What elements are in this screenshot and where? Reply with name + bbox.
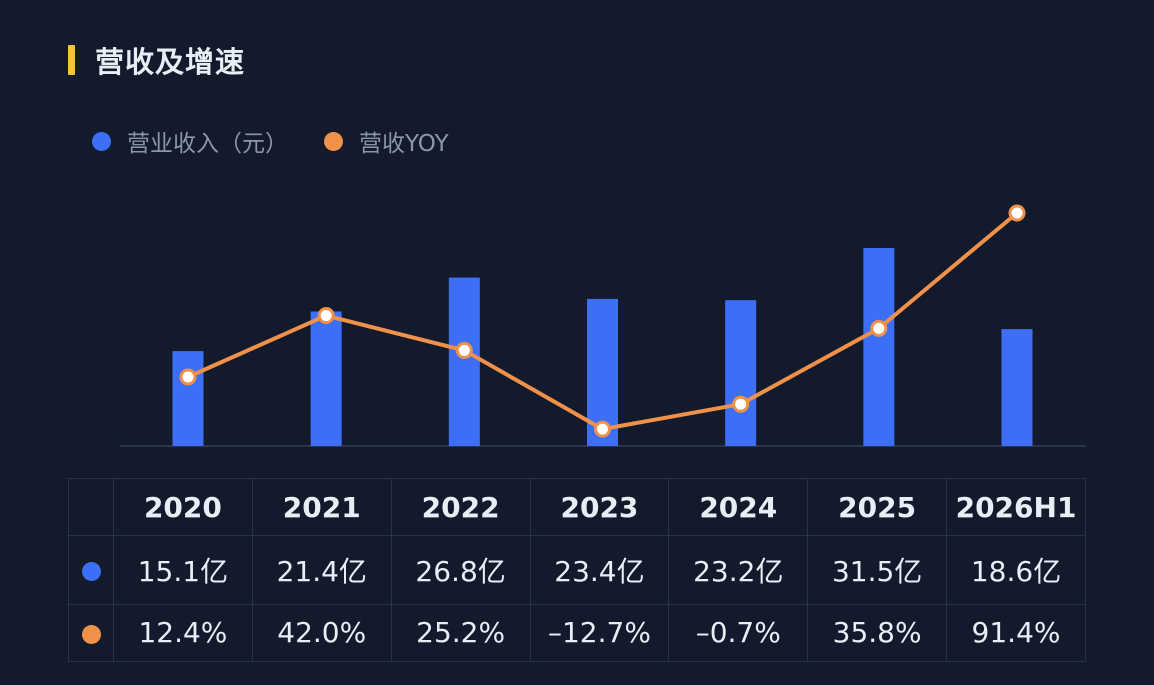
yoy-point xyxy=(594,420,611,438)
table-revenue-cell: 18.6亿 xyxy=(946,535,1086,605)
legend-dot-yoy xyxy=(324,131,343,151)
table-row-revenue: 15.1亿 21.4亿 26.8亿 23.4亿 23.2亿 31.5亿 18.6… xyxy=(68,535,1086,605)
table-year-cell: 2020 xyxy=(113,477,253,537)
yoy-point xyxy=(455,341,473,359)
table-year-cell: 2024 xyxy=(668,477,809,537)
revenue-bar xyxy=(310,311,342,446)
yoy-point xyxy=(870,319,888,337)
table-corner-cell xyxy=(68,477,114,537)
title-wrap: 营收及增速 xyxy=(68,40,245,80)
table-revenue-cell: 23.4亿 xyxy=(529,535,670,605)
revenue-bar xyxy=(863,248,895,446)
legend-item-revenue: 营业收入（元） xyxy=(92,124,288,158)
revenue-row-dot xyxy=(81,561,101,581)
table-revenue-cell: 15.1亿 xyxy=(113,535,253,605)
yoy-row-dot xyxy=(81,624,101,644)
revenue-bar xyxy=(1001,329,1033,446)
table-yoy-cell: 42.0% xyxy=(251,603,392,663)
table-year-cell: 2023 xyxy=(529,477,670,537)
table-revenue-cell: 31.5亿 xyxy=(807,535,948,605)
legend-label-yoy: 营收YOY xyxy=(359,131,449,157)
table-yoy-cell: –12.7% xyxy=(529,603,670,663)
yoy-point xyxy=(732,395,750,413)
yoy-point xyxy=(1008,204,1026,222)
legend-dot-revenue xyxy=(92,131,111,151)
table-row-yoy: 12.4% 42.0% 25.2% –12.7% –0.7% 35.8% 91.… xyxy=(68,603,1086,663)
page-title: 营收及增速 xyxy=(95,45,246,79)
chart-legend: 营业收入（元） 营收YOY xyxy=(92,124,485,158)
table-year-cell: 2026H1 xyxy=(946,477,1086,537)
table-revenue-cell: 23.2亿 xyxy=(668,535,809,605)
yoy-points xyxy=(179,204,1026,438)
table-yoy-cell: 25.2% xyxy=(390,603,531,663)
revenue-bar xyxy=(448,277,480,446)
table-year-cell: 2021 xyxy=(251,477,392,537)
table-revenue-cell: 26.8亿 xyxy=(390,535,531,605)
yoy-point xyxy=(179,368,197,386)
data-table: 2020 2021 2022 2023 2024 2025 2026H1 15.… xyxy=(68,477,1086,663)
yoy-point xyxy=(317,307,335,325)
table-year-cell: 2022 xyxy=(390,477,531,537)
table-yoy-cell: –0.7% xyxy=(668,603,809,663)
revenue-chart xyxy=(120,204,1086,447)
table-row-marker xyxy=(68,535,114,605)
table-year-cell: 2025 xyxy=(807,477,948,537)
table-revenue-cell: 21.4亿 xyxy=(251,535,392,605)
legend-label-revenue: 营业收入（元） xyxy=(127,131,288,157)
table-yoy-cell: 91.4% xyxy=(946,603,1086,663)
revenue-bar xyxy=(725,300,757,446)
revenue-bar xyxy=(172,351,204,446)
title-accent-bar xyxy=(68,45,75,75)
legend-item-yoy: 营收YOY xyxy=(324,124,449,158)
revenue-bars xyxy=(172,248,1033,446)
table-row-years: 2020 2021 2022 2023 2024 2025 2026H1 xyxy=(68,477,1086,537)
table-yoy-cell: 12.4% xyxy=(113,603,253,663)
table-row-marker xyxy=(68,603,114,663)
table-yoy-cell: 35.8% xyxy=(807,603,948,663)
